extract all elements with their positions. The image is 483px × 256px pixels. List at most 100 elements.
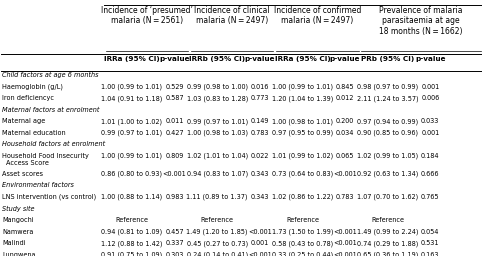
Text: 0.99 (0.97 to 1.01): 0.99 (0.97 to 1.01) [101,130,162,136]
Text: Reference: Reference [115,217,148,223]
Text: <0.001: <0.001 [333,240,357,246]
Text: 1.00 (0.88 to 1.14): 1.00 (0.88 to 1.14) [101,194,162,200]
Text: Maternal age: Maternal age [2,118,45,124]
Text: 1.00 (0.98 to 1.01): 1.00 (0.98 to 1.01) [272,118,333,125]
Text: 1.00 (0.99 to 1.01): 1.00 (0.99 to 1.01) [272,84,333,90]
Text: 0.24 (0.14 to 0.41): 0.24 (0.14 to 0.41) [186,252,248,256]
Text: 1.02 (0.86 to 1.22): 1.02 (0.86 to 1.22) [272,194,333,200]
Text: 0.983: 0.983 [165,194,184,200]
Text: 0.65 (0.36 to 1.19): 0.65 (0.36 to 1.19) [357,252,418,256]
Text: Incidence of confirmed
malaria (N = 2497): Incidence of confirmed malaria (N = 2497… [274,6,361,25]
Text: 0.33 (0.25 to 0.44): 0.33 (0.25 to 0.44) [272,252,333,256]
Text: 0.033: 0.033 [421,118,440,124]
Text: 0.99 (0.97 to 1.01): 0.99 (0.97 to 1.01) [186,118,248,125]
Text: 0.427: 0.427 [165,130,184,136]
Text: Lungwena: Lungwena [2,252,36,256]
Text: 1.01 (1.00 to 1.02): 1.01 (1.00 to 1.02) [101,118,162,125]
Text: 1.07 (0.70 to 1.62): 1.07 (0.70 to 1.62) [357,194,418,200]
Text: 0.90 (0.85 to 0.96): 0.90 (0.85 to 0.96) [357,130,418,136]
Text: PRb (95% CI): PRb (95% CI) [361,56,414,62]
Text: 0.200: 0.200 [336,118,354,124]
Text: Household factors at enrolment: Household factors at enrolment [2,141,105,147]
Text: 0.773: 0.773 [251,95,269,101]
Text: 0.98 (0.97 to 0.99): 0.98 (0.97 to 0.99) [357,84,418,90]
Text: 0.94 (0.83 to 1.07): 0.94 (0.83 to 1.07) [186,171,248,177]
Text: p-value: p-value [330,56,360,62]
Text: Reference: Reference [371,217,404,223]
Text: <0.001: <0.001 [248,229,271,234]
Text: 0.001: 0.001 [421,84,440,90]
Text: 0.012: 0.012 [336,95,354,101]
Text: 0.163: 0.163 [421,252,440,256]
Text: Reference: Reference [200,217,234,223]
Text: 1.00 (0.99 to 1.01): 1.00 (0.99 to 1.01) [101,84,162,90]
Text: 0.149: 0.149 [251,118,269,124]
Text: 0.783: 0.783 [336,194,355,200]
Text: 0.97 (0.95 to 0.99): 0.97 (0.95 to 0.99) [272,130,333,136]
Text: 0.054: 0.054 [421,229,440,234]
Text: 0.001: 0.001 [421,130,440,136]
Text: Maternal factors at enrolment: Maternal factors at enrolment [2,107,99,113]
Text: 0.457: 0.457 [165,229,184,234]
Text: Household Food Insecurity: Household Food Insecurity [2,153,89,159]
Text: Access Score: Access Score [6,160,49,166]
Text: Maternal education: Maternal education [2,130,66,136]
Text: 0.016: 0.016 [251,84,269,90]
Text: Haemoglobin (g/L): Haemoglobin (g/L) [2,84,63,90]
Text: 0.022: 0.022 [251,153,269,159]
Text: <0.001: <0.001 [333,171,357,177]
Text: 0.184: 0.184 [421,153,440,159]
Text: 0.91 (0.75 to 1.09): 0.91 (0.75 to 1.09) [101,252,162,256]
Text: 0.73 (0.64 to 0.83): 0.73 (0.64 to 0.83) [272,171,333,177]
Text: 0.587: 0.587 [165,95,184,101]
Text: 0.337: 0.337 [165,240,184,246]
Text: 1.00 (0.98 to 1.03): 1.00 (0.98 to 1.03) [186,130,248,136]
Text: 0.065: 0.065 [336,153,354,159]
Text: Incidence of clinical
malaria (N = 2497): Incidence of clinical malaria (N = 2497) [194,6,270,25]
Text: Study site: Study site [2,206,35,212]
Text: 0.845: 0.845 [336,84,355,90]
Text: IRRb (95% CI): IRRb (95% CI) [189,56,245,62]
Text: 0.765: 0.765 [421,194,440,200]
Text: 1.00 (0.99 to 1.01): 1.00 (0.99 to 1.01) [101,153,162,159]
Text: p-value: p-value [244,56,275,62]
Text: 1.02 (0.99 to 1.05): 1.02 (0.99 to 1.05) [357,153,418,159]
Text: <0.001: <0.001 [163,171,186,177]
Text: 0.529: 0.529 [165,84,184,90]
Text: 1.12 (0.88 to 1.42): 1.12 (0.88 to 1.42) [101,240,163,247]
Text: Environmental factors: Environmental factors [2,183,74,188]
Text: 0.343: 0.343 [251,171,269,177]
Text: <0.001: <0.001 [333,252,357,256]
Text: 1.11 (0.89 to 1.37): 1.11 (0.89 to 1.37) [186,194,248,200]
Text: 1.49 (1.20 to 1.85): 1.49 (1.20 to 1.85) [186,229,248,235]
Text: 1.20 (1.04 to 1.39): 1.20 (1.04 to 1.39) [272,95,333,102]
Text: Child factors at age 6 months: Child factors at age 6 months [2,72,99,78]
Text: Malindi: Malindi [2,240,26,246]
Text: 0.343: 0.343 [251,194,269,200]
Text: Prevalence of malaria
parasitaemia at age
18 months (N = 1662): Prevalence of malaria parasitaemia at ag… [379,6,463,36]
Text: 0.001: 0.001 [251,240,269,246]
Text: 0.86 (0.80 to 0.93): 0.86 (0.80 to 0.93) [101,171,162,177]
Text: 0.034: 0.034 [336,130,354,136]
Text: 2.11 (1.24 to 3.57): 2.11 (1.24 to 3.57) [357,95,418,102]
Text: 0.94 (0.81 to 1.09): 0.94 (0.81 to 1.09) [101,229,162,235]
Text: 0.531: 0.531 [421,240,440,246]
Text: Iron deficiencyc: Iron deficiencyc [2,95,54,101]
Text: Mangochi: Mangochi [2,217,34,223]
Text: 0.666: 0.666 [421,171,440,177]
Text: p-value: p-value [415,56,445,62]
Text: <0.001: <0.001 [333,229,357,234]
Text: 0.303: 0.303 [165,252,184,256]
Text: Incidence of ‘presumed’
malaria (N = 2561): Incidence of ‘presumed’ malaria (N = 256… [101,6,193,25]
Text: <0.001: <0.001 [248,252,271,256]
Text: 1.01 (0.99 to 1.02): 1.01 (0.99 to 1.02) [272,153,333,159]
Text: 0.809: 0.809 [165,153,184,159]
Text: 1.04 (0.91 to 1.18): 1.04 (0.91 to 1.18) [101,95,163,102]
Text: 1.73 (1.50 to 1.99): 1.73 (1.50 to 1.99) [272,229,333,235]
Text: Namwera: Namwera [2,229,33,234]
Text: 1.03 (0.83 to 1.28): 1.03 (0.83 to 1.28) [186,95,248,102]
Text: Asset scores: Asset scores [2,171,43,177]
Text: 0.74 (0.29 to 1.88): 0.74 (0.29 to 1.88) [357,240,418,247]
Text: 1.49 (0.99 to 2.24): 1.49 (0.99 to 2.24) [357,229,418,235]
Text: 1.02 (1.01 to 1.04): 1.02 (1.01 to 1.04) [186,153,248,159]
